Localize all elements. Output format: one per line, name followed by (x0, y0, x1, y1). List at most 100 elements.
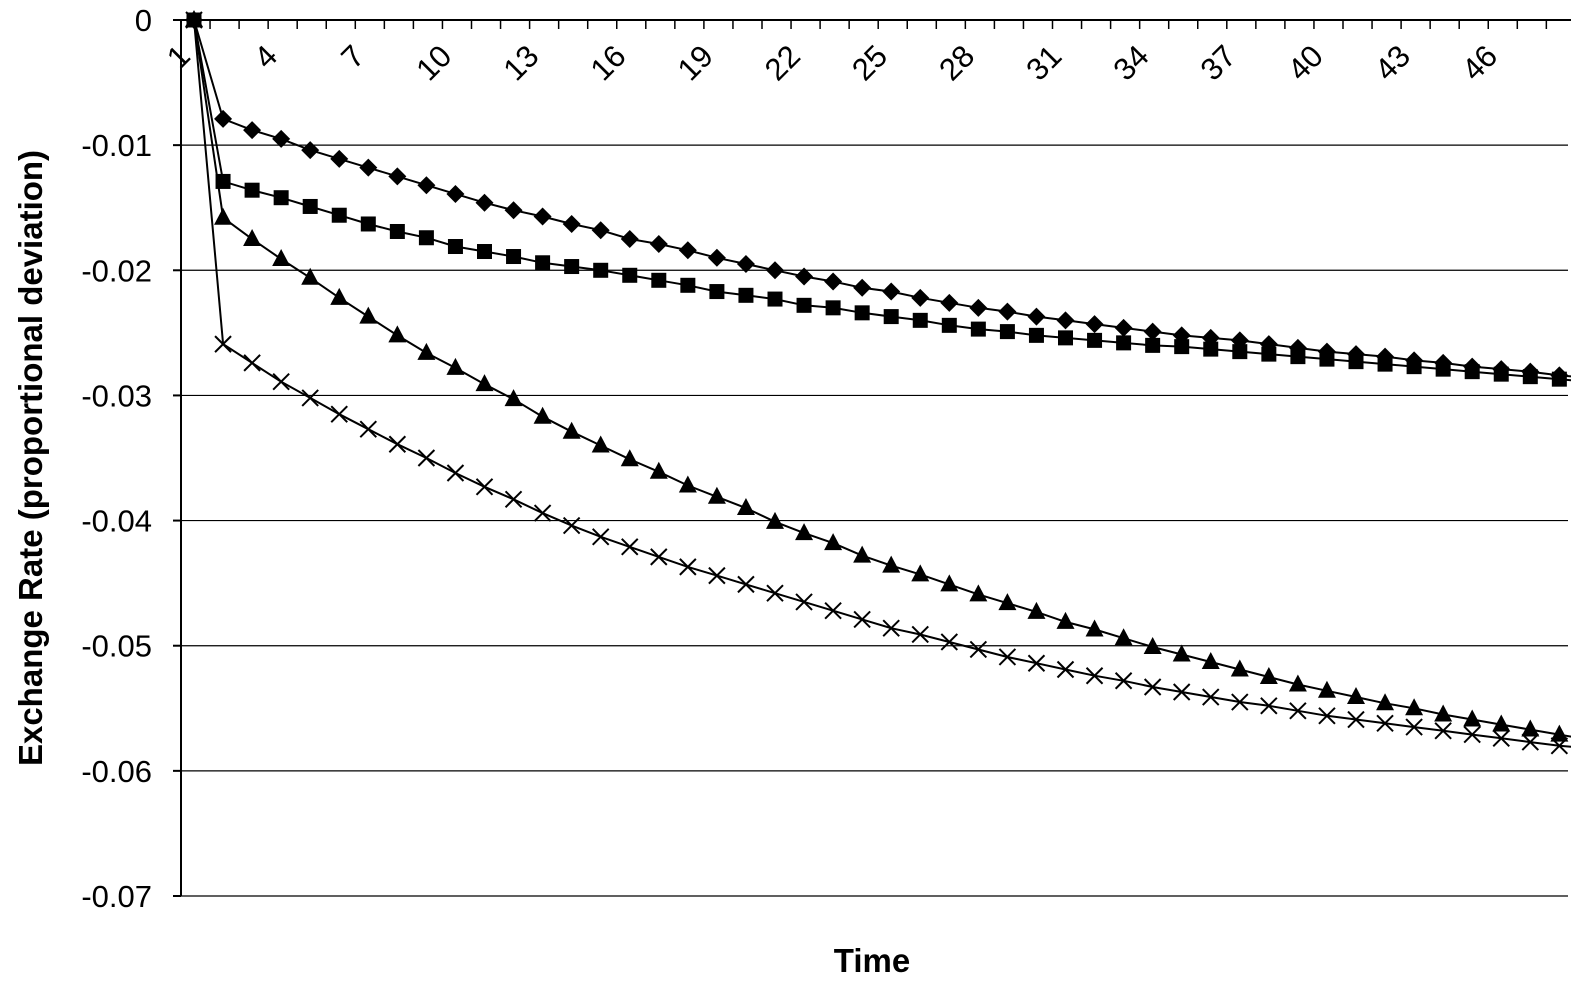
x-marker-stroke (1521, 733, 1540, 751)
square-marker (825, 300, 841, 316)
triangle-marker (185, 10, 203, 27)
square-marker (1348, 354, 1364, 370)
x-marker (940, 633, 959, 651)
triangle-marker (562, 421, 581, 439)
x-marker (1376, 714, 1394, 733)
x-marker-stroke (1056, 660, 1075, 679)
x-marker (1085, 667, 1104, 685)
square-marker (535, 255, 551, 271)
y-tick-label: -0.05 (81, 629, 152, 664)
square-marker (1261, 346, 1277, 362)
square-marker (477, 244, 492, 260)
x-marker (737, 575, 755, 594)
x-marker (591, 528, 610, 546)
series-lines (193, 19, 1571, 748)
x-marker (1434, 722, 1452, 740)
triangle-marker (911, 564, 930, 582)
x-marker-stroke (1231, 693, 1249, 711)
x-marker (1463, 725, 1481, 744)
triangle-marker (446, 357, 465, 375)
x-marker (1231, 693, 1249, 711)
square-marker (651, 272, 667, 288)
x-marker (1027, 654, 1046, 672)
triangle-marker (330, 287, 349, 305)
triangle-marker (1027, 601, 1046, 619)
x-marker (1143, 678, 1162, 696)
diamond-marker (272, 129, 291, 148)
gridlines (181, 144, 1568, 897)
triangle-marker (214, 207, 233, 225)
x-tick-label: 46 (1455, 38, 1504, 87)
triangle-marker (940, 574, 959, 592)
square-marker (1377, 356, 1393, 372)
x-marker-stroke (911, 625, 929, 644)
x-marker-stroke (533, 504, 552, 522)
triangle-marker (620, 449, 639, 467)
x-tick-label: 31 (1019, 38, 1068, 87)
x-marker-stroke (795, 593, 813, 611)
diamond-marker (214, 109, 233, 128)
x-marker (621, 538, 639, 556)
diamond-marker (940, 293, 959, 312)
x-marker (708, 566, 726, 585)
square-marker (680, 277, 696, 293)
square-marker (854, 305, 870, 321)
x-marker (766, 584, 784, 602)
square-marker (1232, 344, 1248, 360)
square-marker (709, 284, 725, 300)
diamond-marker (1056, 311, 1075, 330)
triangle-marker (1259, 667, 1278, 684)
diamond-marker (882, 282, 901, 301)
triangle-marker (359, 306, 378, 324)
diamond-marker (475, 193, 494, 212)
diamond-marker (504, 201, 523, 220)
series-x-points (185, 11, 1569, 755)
x-tick-label: 25 (845, 38, 894, 87)
y-axis-ticks: 0 -0.01 -0.02 -0.03 -0.04 -0.05 -0.06 -0.07 (81, 3, 181, 914)
x-tick-label: 10 (409, 38, 458, 87)
x-marker-stroke (1114, 672, 1133, 690)
diamond-marker (330, 149, 349, 168)
diamond-marker (998, 302, 1017, 321)
x-tick-label: 34 (1106, 38, 1155, 87)
triangle-marker (1405, 698, 1424, 716)
square-marker (1028, 327, 1044, 343)
axes (180, 19, 1571, 896)
x-marker-stroke (1434, 722, 1452, 740)
diamond-marker (591, 221, 610, 240)
triangle-marker (649, 461, 668, 479)
triangle-marker (591, 435, 610, 453)
x-marker-stroke (330, 405, 348, 423)
x-marker (1550, 737, 1569, 755)
x-marker-stroke (1202, 688, 1220, 706)
x-marker-stroke (1492, 729, 1510, 748)
triangle-marker (1085, 619, 1104, 637)
x-marker (1114, 672, 1133, 690)
x-marker-stroke (562, 516, 581, 535)
x-tick-label: 19 (671, 38, 720, 87)
square-marker (302, 198, 318, 214)
series-markers (185, 10, 1569, 755)
triangle-marker (1376, 693, 1395, 711)
diamond-marker (969, 298, 988, 317)
square-marker (389, 223, 405, 239)
x-marker-stroke (621, 538, 639, 556)
square-marker (883, 309, 899, 325)
square-marker (418, 230, 434, 246)
x-marker-stroke (214, 335, 232, 353)
y-tick-label: -0.03 (81, 378, 152, 413)
triangle-marker (1143, 636, 1162, 654)
x-tick-label: 13 (496, 38, 545, 87)
x-marker-stroke (1376, 714, 1394, 733)
diamond-marker (533, 207, 552, 226)
x-marker (1289, 702, 1307, 720)
x-marker (359, 420, 378, 438)
square-marker (1435, 361, 1451, 377)
x-marker-stroke (475, 478, 494, 496)
square-marker (593, 262, 609, 278)
series-x-line (193, 19, 1571, 748)
square-marker (1493, 366, 1509, 382)
diamond-marker (736, 255, 755, 274)
triangle-marker (1288, 674, 1307, 692)
